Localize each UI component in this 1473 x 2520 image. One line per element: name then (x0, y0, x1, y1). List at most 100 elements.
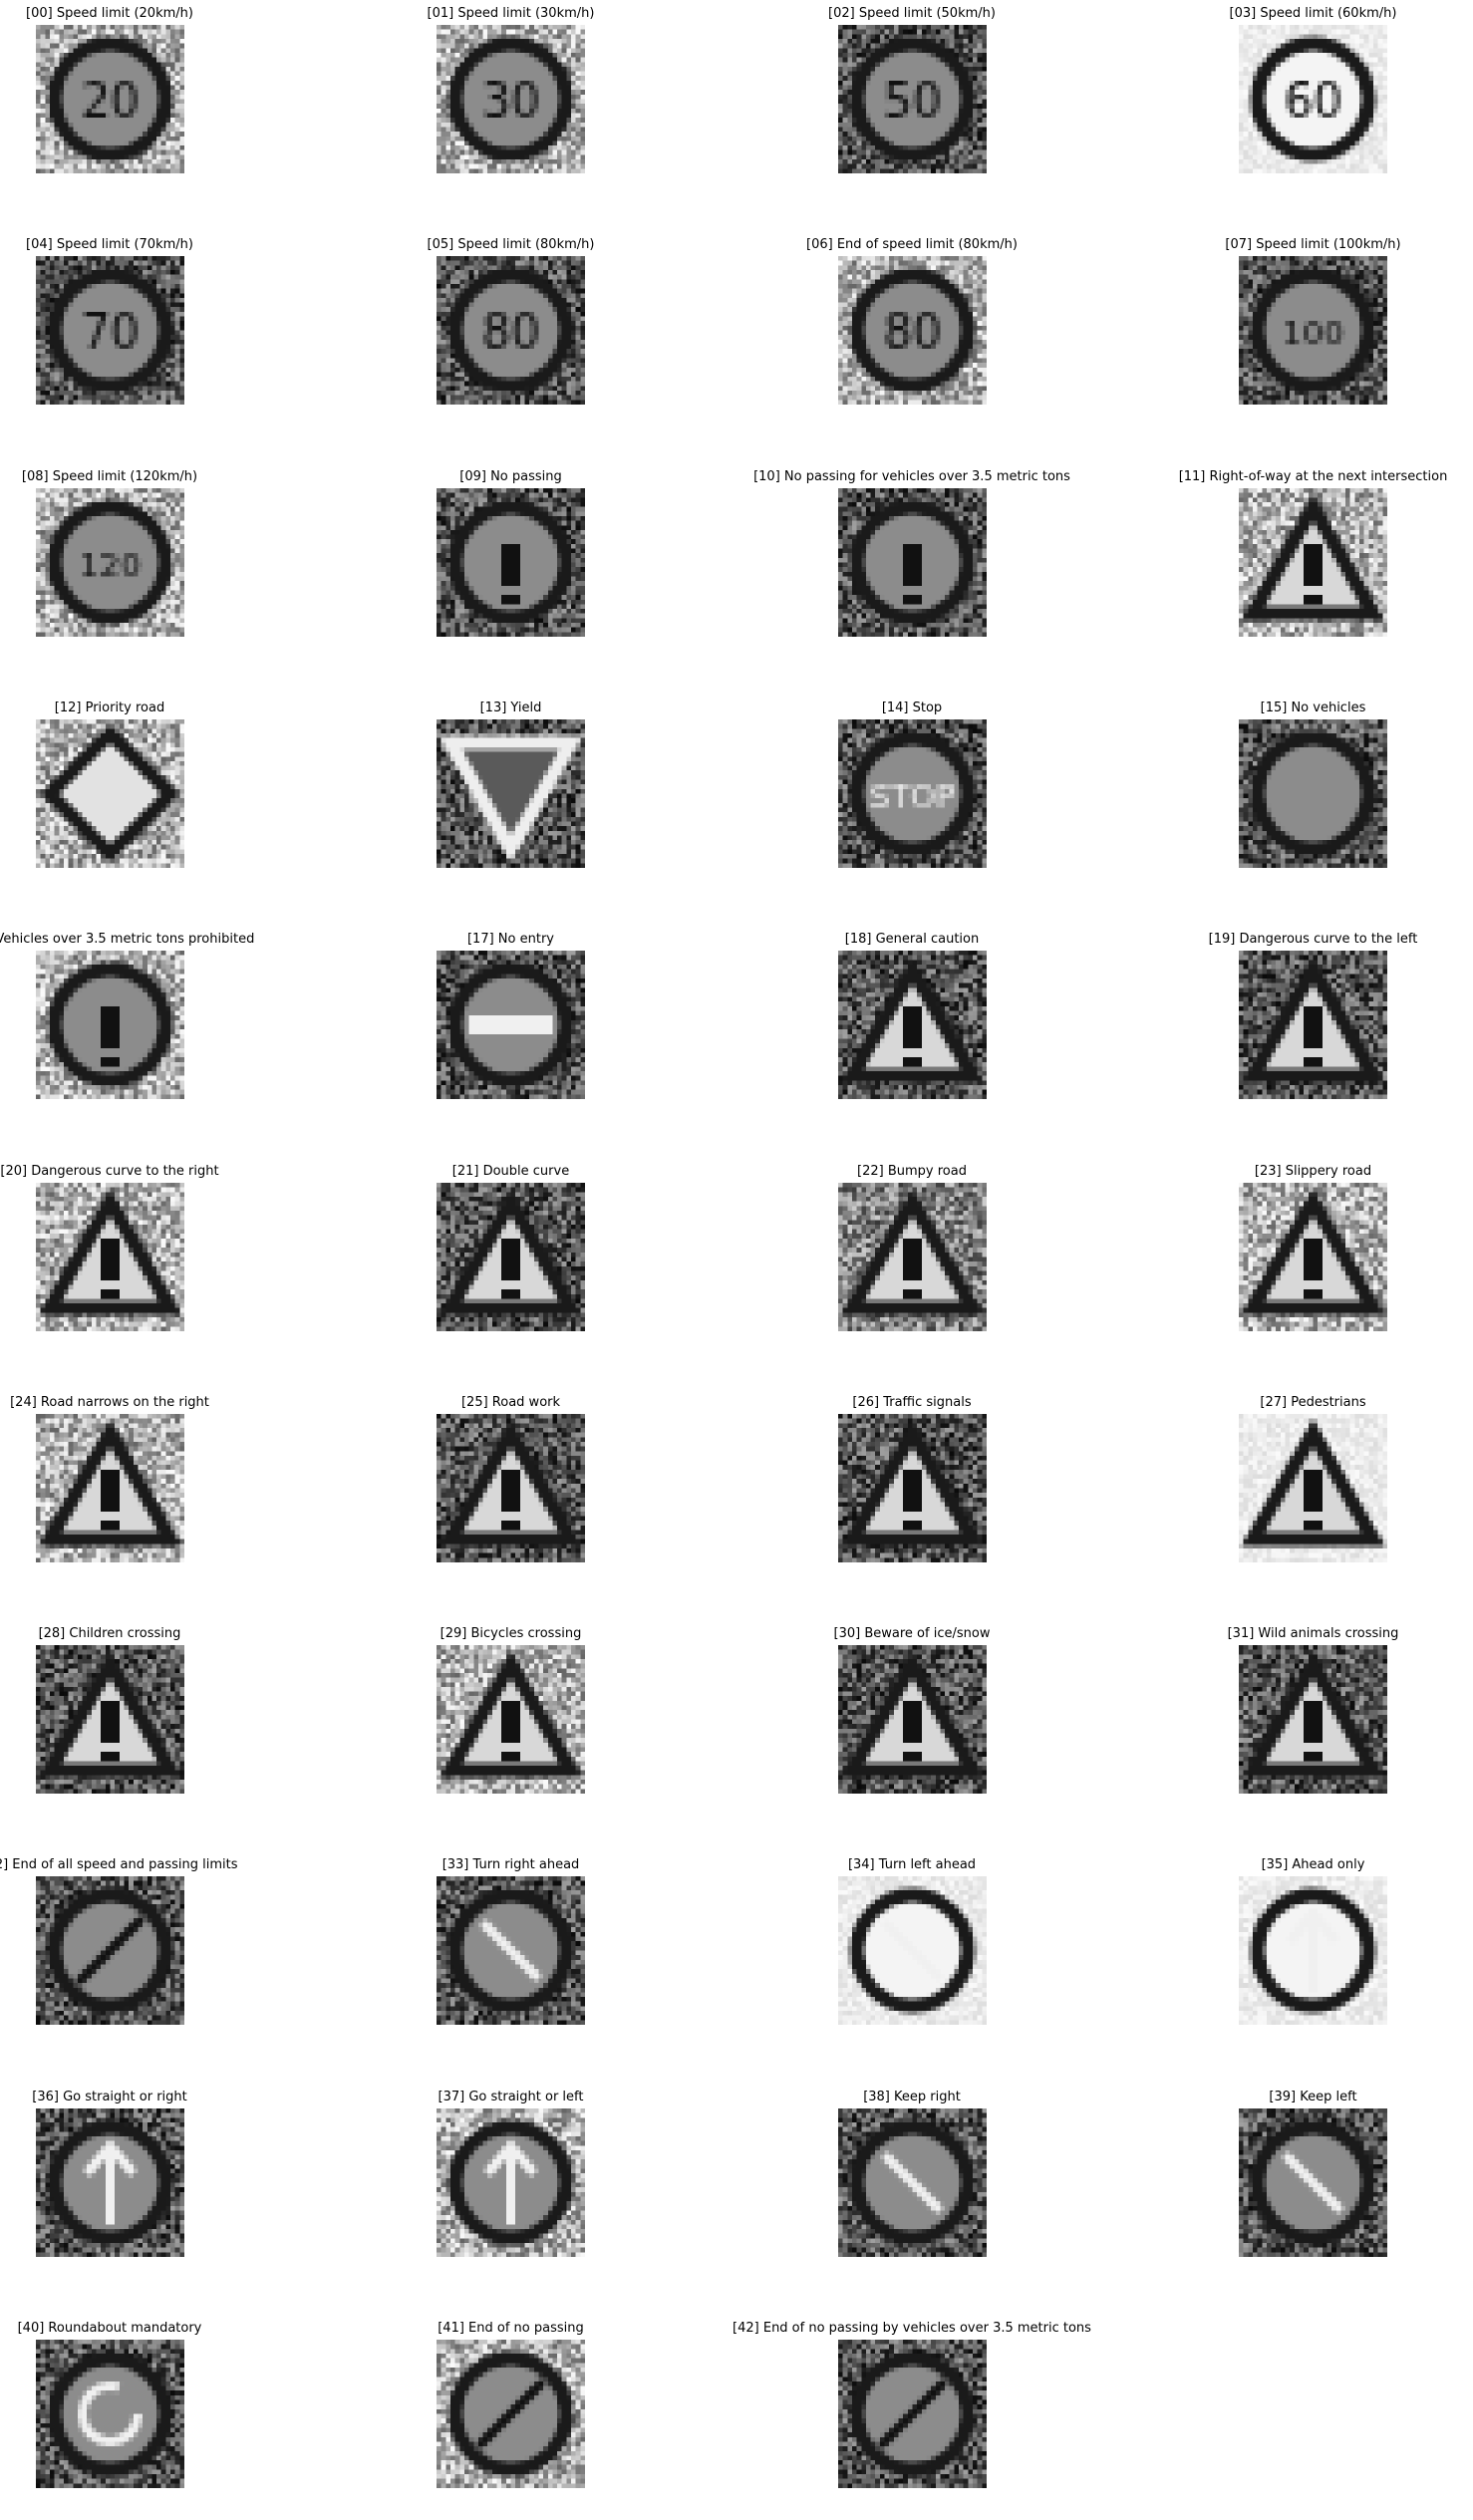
sign-thumbnail (437, 951, 585, 1099)
sign-image (1239, 951, 1387, 1099)
sign-thumbnail (1239, 1414, 1387, 1562)
sign-image (437, 1645, 585, 1794)
sign-cell: [13] Yield (332, 700, 691, 900)
sign-cell-title: [06] End of speed limit (80km/h) (733, 237, 1091, 252)
sign-cell-title: [08] Speed limit (120km/h) (0, 469, 289, 484)
sign-thumbnail (36, 1414, 184, 1562)
sign-image (838, 719, 987, 868)
sign-cell: [14] Stop (733, 700, 1091, 900)
sign-cell: [26] Traffic signals (733, 1395, 1091, 1594)
sign-cell-title: [15] No vehicles (1134, 700, 1473, 715)
sign-thumbnail (1239, 2108, 1387, 2257)
sign-cell-title: [12] Priority road (0, 700, 289, 715)
sign-cell: [23] Slippery road (1134, 1164, 1473, 1363)
sign-image (838, 951, 987, 1099)
sign-image (1239, 1876, 1387, 2025)
sign-thumbnail (437, 719, 585, 868)
sign-thumbnail (437, 2340, 585, 2488)
sign-thumbnail (437, 1414, 585, 1562)
sign-image (838, 256, 987, 405)
sign-cell-title: [02] Speed limit (50km/h) (733, 6, 1091, 21)
sign-thumbnail (838, 488, 987, 637)
sign-cell: [28] Children crossing (0, 1626, 289, 1825)
sign-thumbnail (437, 2108, 585, 2257)
sign-cell: [22] Bumpy road (733, 1164, 1091, 1363)
sign-cell-title: [05] Speed limit (80km/h) (332, 237, 691, 252)
sign-thumbnail (36, 25, 184, 173)
sign-cell: [05] Speed limit (80km/h) (332, 237, 691, 436)
sign-thumbnail (36, 951, 184, 1099)
sign-image (36, 1876, 184, 2025)
sign-cell: [15] No vehicles (1134, 700, 1473, 900)
sign-cell-title: [00] Speed limit (20km/h) (0, 6, 289, 21)
sign-thumbnail (437, 256, 585, 405)
sign-image (36, 488, 184, 637)
sign-image (36, 1183, 184, 1331)
sign-image (437, 256, 585, 405)
sign-cell-title: [04] Speed limit (70km/h) (0, 237, 289, 252)
sign-cell: [33] Turn right ahead (332, 1857, 691, 2057)
sign-thumbnail (437, 1183, 585, 1331)
sign-cell-title: [32] End of all speed and passing limits (0, 1857, 289, 1872)
sign-cell: [37] Go straight or left (332, 2090, 691, 2289)
sign-thumbnail (838, 951, 987, 1099)
sign-thumbnail (36, 1876, 184, 2025)
sign-image (36, 25, 184, 173)
sign-cell-title: [25] Road work (332, 1395, 691, 1410)
sign-cell: [16] Vehicles over 3.5 metric tons prohi… (0, 932, 289, 1131)
sign-image (838, 2108, 987, 2257)
sign-thumbnail (1239, 25, 1387, 173)
sign-cell: [06] End of speed limit (80km/h) (733, 237, 1091, 436)
sign-thumbnail (36, 719, 184, 868)
sign-thumbnail (437, 1876, 585, 2025)
sign-thumbnail (1239, 1645, 1387, 1794)
sign-cell-title: [17] No entry (332, 932, 691, 947)
sign-cell: [07] Speed limit (100km/h) (1134, 237, 1473, 436)
sign-image (838, 488, 987, 637)
sign-image (1239, 719, 1387, 868)
sign-cell: [08] Speed limit (120km/h) (0, 469, 289, 669)
sign-cell-title: [03] Speed limit (60km/h) (1134, 6, 1473, 21)
sign-cell-title: [11] Right-of-way at the next intersecti… (1134, 469, 1473, 484)
sign-thumbnail (1239, 1876, 1387, 2025)
sign-image (437, 25, 585, 173)
sign-image (437, 719, 585, 868)
sign-thumbnail (36, 488, 184, 637)
sign-cell-title: [33] Turn right ahead (332, 1857, 691, 1872)
sign-image (36, 256, 184, 405)
sign-cell-title: [36] Go straight or right (0, 2090, 289, 2104)
sign-image (1239, 1645, 1387, 1794)
sign-image (838, 1876, 987, 2025)
sign-cell-title: [30] Beware of ice/snow (733, 1626, 1091, 1641)
sign-thumbnail (838, 25, 987, 173)
sign-image (437, 2340, 585, 2488)
sign-cell: [31] Wild animals crossing (1134, 1626, 1473, 1825)
sign-thumbnail (838, 2108, 987, 2257)
sign-thumbnail (1239, 1183, 1387, 1331)
sign-image (838, 1414, 987, 1562)
sign-image (1239, 256, 1387, 405)
sign-thumbnail (838, 719, 987, 868)
sign-cell: [02] Speed limit (50km/h) (733, 6, 1091, 205)
sign-thumbnail (838, 2340, 987, 2488)
sign-image (36, 719, 184, 868)
sign-image (838, 25, 987, 173)
sign-thumbnail (838, 1183, 987, 1331)
sign-cell: [35] Ahead only (1134, 1857, 1473, 2057)
sign-cell-title: [23] Slippery road (1134, 1164, 1473, 1179)
sign-cell: [17] No entry (332, 932, 691, 1131)
sign-image (437, 2108, 585, 2257)
sign-cell: [38] Keep right (733, 2090, 1091, 2289)
sign-image (36, 1645, 184, 1794)
sign-image (1239, 1414, 1387, 1562)
sign-cell-title: [18] General caution (733, 932, 1091, 947)
sign-image (1239, 1183, 1387, 1331)
sign-cell-title: [19] Dangerous curve to the left (1134, 932, 1473, 947)
sign-cell: [18] General caution (733, 932, 1091, 1131)
sign-image (437, 1414, 585, 1562)
sign-cell-title: [14] Stop (733, 700, 1091, 715)
sign-thumbnail (437, 488, 585, 637)
sign-thumbnail (1239, 256, 1387, 405)
sign-cell-title: [42] End of no passing by vehicles over … (733, 2321, 1091, 2336)
